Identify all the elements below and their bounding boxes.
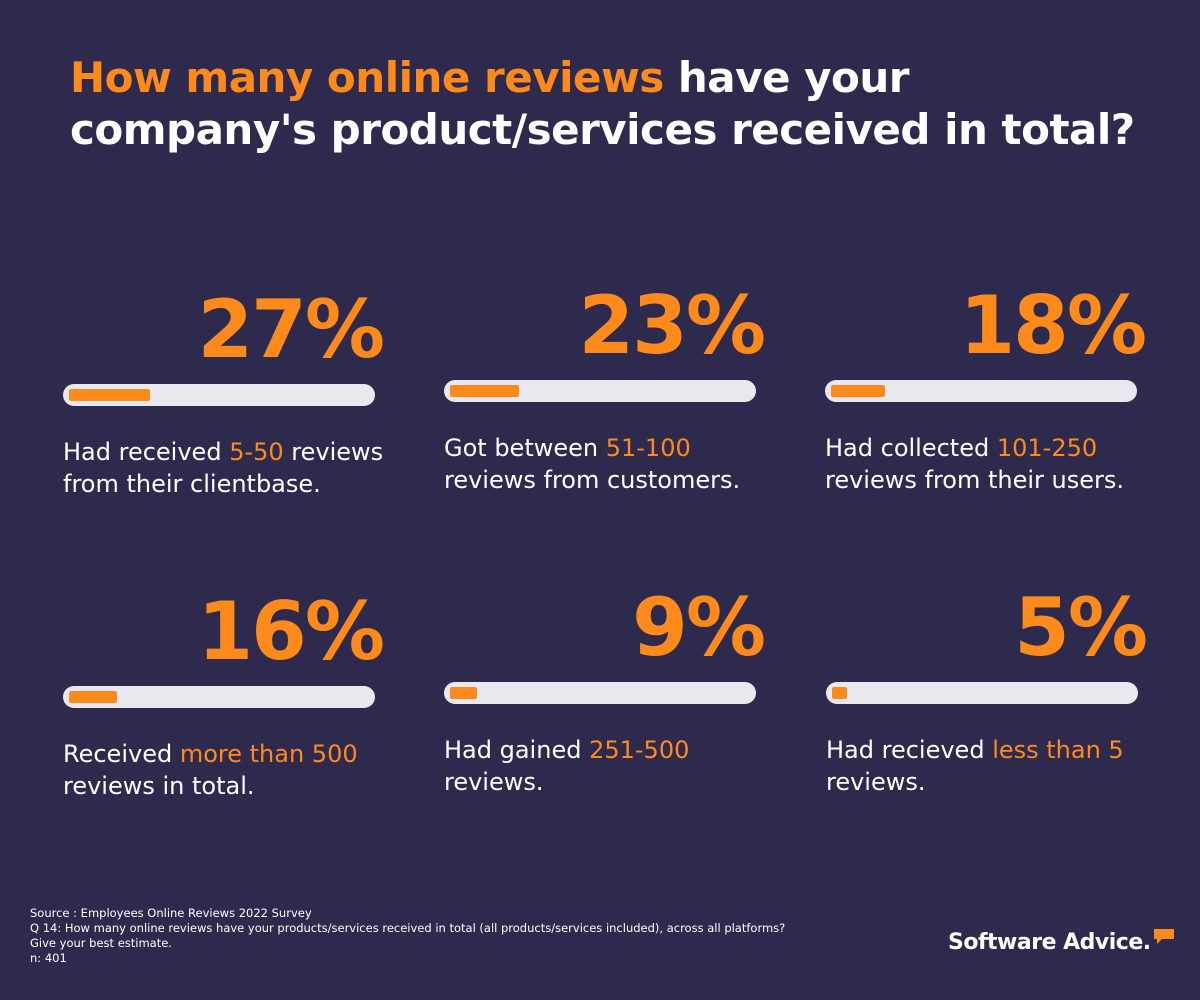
software-advice-logo: Software Advice. <box>948 928 1175 958</box>
progress-fill <box>69 691 117 703</box>
desc-before: Had recieved <box>826 736 993 764</box>
percent-label: 27% <box>197 283 385 376</box>
percent-label: 18% <box>959 279 1147 372</box>
desc-range: 251-500 <box>589 736 690 764</box>
stat-description: Had gained 251-500 reviews. <box>444 734 784 798</box>
progress-fill <box>450 385 519 397</box>
desc-before: Had received <box>63 438 230 466</box>
desc-after: reviews from their users. <box>825 466 1125 494</box>
sample-size: n: 401 <box>30 951 67 965</box>
desc-range: 101-250 <box>996 434 1098 462</box>
progress-fill <box>832 687 847 699</box>
stat-description: Had recieved less than 5 reviews. <box>826 734 1166 798</box>
desc-after: reviews in total. <box>63 772 255 800</box>
title-rest: have your company's product/services rec… <box>70 53 1135 154</box>
desc-after: reviews from their clientbase. <box>63 438 384 498</box>
source-note: Source : Employees Online Reviews 2022 S… <box>30 906 312 920</box>
percent-label: 16% <box>197 585 385 678</box>
desc-after: reviews. <box>444 768 544 796</box>
desc-before: Received <box>63 740 180 768</box>
progress-track <box>63 384 375 406</box>
desc-after: reviews. <box>826 768 926 796</box>
footnote: Source : Employees Online Reviews 2022 S… <box>30 906 890 966</box>
desc-before: Got between <box>444 434 606 462</box>
desc-range: 51-100 <box>605 434 691 462</box>
title-highlight: How many online reviews <box>70 53 664 102</box>
desc-range: less than 5 <box>992 736 1124 764</box>
desc-before: Had gained <box>444 736 590 764</box>
desc-range: 5-50 <box>229 438 284 466</box>
stat-description: Had received 5-50 reviews from their cli… <box>63 436 403 500</box>
progress-track <box>826 682 1138 704</box>
progress-fill <box>450 687 477 699</box>
desc-before: Had collected <box>825 434 997 462</box>
stat-description: Had collected 101-250 reviews from their… <box>825 432 1165 496</box>
question-note-cont: Give your best estimate. <box>30 936 172 950</box>
progress-fill <box>69 389 150 401</box>
progress-track <box>444 380 756 402</box>
chart-title: How many online reviews have your compan… <box>70 52 1150 156</box>
progress-track <box>444 682 756 704</box>
progress-track <box>63 686 375 708</box>
progress-track <box>825 380 1137 402</box>
question-note: Q 14: How many online reviews have your … <box>30 921 786 935</box>
percent-label: 9% <box>632 581 766 674</box>
percent-label: 5% <box>1014 581 1148 674</box>
speech-bubble-icon <box>1153 929 1174 944</box>
stat-description: Received more than 500 reviews in total. <box>63 738 403 802</box>
percent-label: 23% <box>578 279 766 372</box>
desc-range: more than 500 <box>179 740 358 768</box>
progress-fill <box>831 385 885 397</box>
desc-after: reviews from customers. <box>444 466 741 494</box>
logo-text: Software Advice. <box>948 930 1151 955</box>
stat-description: Got between 51-100 reviews from customer… <box>444 432 784 496</box>
